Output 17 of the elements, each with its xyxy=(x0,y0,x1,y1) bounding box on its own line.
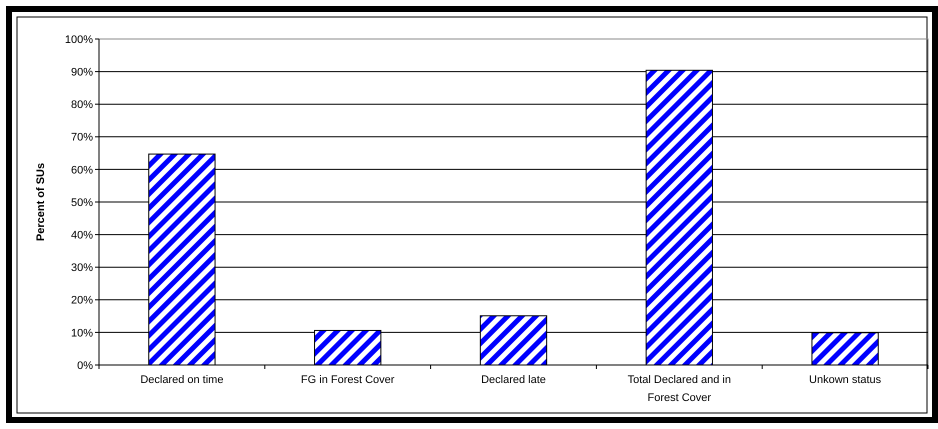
y-tick-label: 30% xyxy=(70,262,94,274)
y-tick-label: 100% xyxy=(64,34,94,46)
y-tick-label: 50% xyxy=(70,196,94,209)
y-tick-label: 10% xyxy=(70,327,94,340)
x-tick-label: FG in Forest Cover xyxy=(300,374,395,386)
x-tick-label: Total Declared and in Forest Cover xyxy=(628,374,731,404)
y-tick-label: 0% xyxy=(77,360,94,372)
y-tick-label: 40% xyxy=(70,229,94,242)
x-tick-label: Declared on time xyxy=(140,374,224,386)
y-tick-label: 70% xyxy=(70,132,94,144)
y-axis-title: Percent of SUs xyxy=(35,162,47,242)
x-tick-label: Unkown status xyxy=(809,374,882,386)
y-tick-label: 60% xyxy=(70,164,94,176)
y-tick-label: 20% xyxy=(70,294,94,307)
y-tick-label: 90% xyxy=(70,66,94,78)
y-tick-label: 80% xyxy=(70,99,94,112)
x-tick-label: Declared late xyxy=(481,374,546,386)
